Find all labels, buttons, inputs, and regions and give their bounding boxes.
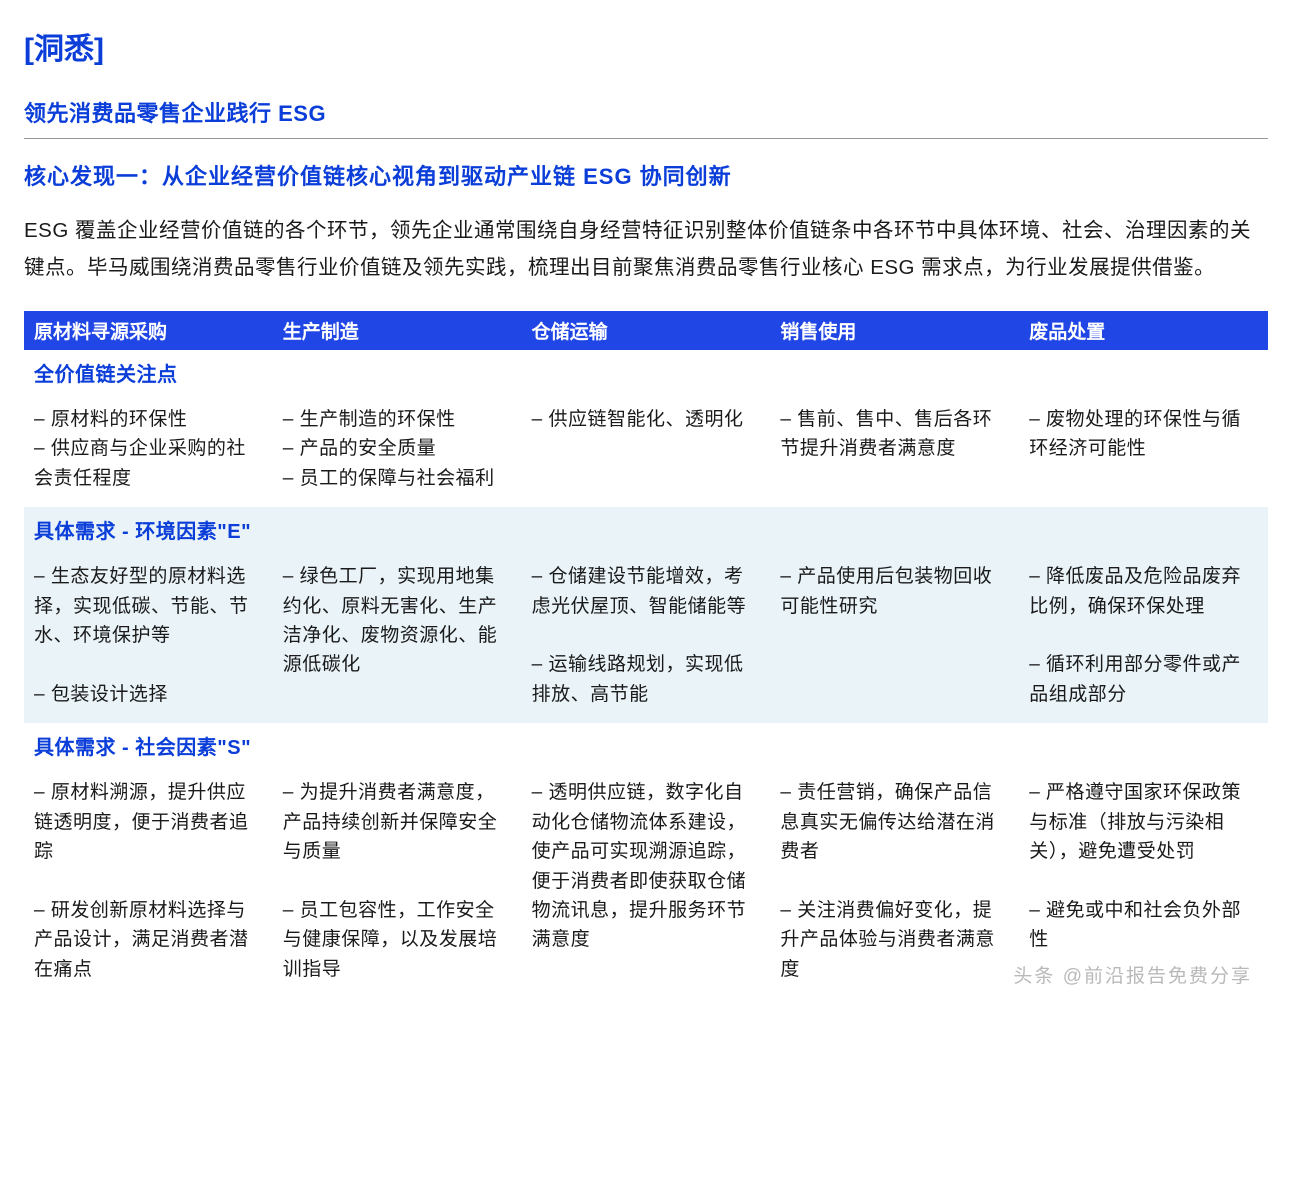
table-body: 全价值链关注点– 原材料的环保性 – 供应商与企业采购的社会责任程度– 生产制造… [24, 350, 1268, 999]
table-cell: – 为提升消费者满意度，产品持续创新并保障安全与质量 – 员工包容性，工作安全与… [273, 770, 522, 998]
table-cell: – 绿色工厂，实现用地集约化、原料无害化、生产洁净化、废物资源化、能源低碳化 [273, 554, 522, 723]
table-cell: – 透明供应链，数字化自动化仓储物流体系建设，使产品可实现溯源追踪，便于消费者即… [522, 770, 771, 998]
table-cell: – 售前、售中、售后各环节提升消费者满意度 [770, 397, 1019, 507]
section-label: 全价值链关注点 [24, 350, 1268, 397]
col-header: 生产制造 [273, 311, 522, 350]
table-cell: – 产品使用后包装物回收可能性研究 [770, 554, 1019, 723]
esg-table: 原材料寻源采购 生产制造 仓储运输 销售使用 废品处置 全价值链关注点– 原材料… [24, 311, 1268, 999]
divider [24, 138, 1268, 139]
col-header: 原材料寻源采购 [24, 311, 273, 350]
table-cell: – 供应链智能化、透明化 [522, 397, 771, 507]
table-cell: – 责任营销，确保产品信息真实无偏传达给潜在消费者 – 关注消费偏好变化，提升产… [770, 770, 1019, 998]
watermark: 头条 @前沿报告免费分享 [1013, 961, 1252, 988]
table-row: – 原材料的环保性 – 供应商与企业采购的社会责任程度– 生产制造的环保性 – … [24, 397, 1268, 507]
col-header: 销售使用 [770, 311, 1019, 350]
table-cell: – 原材料的环保性 – 供应商与企业采购的社会责任程度 [24, 397, 273, 507]
table-cell: – 生产制造的环保性 – 产品的安全质量 – 员工的保障与社会福利 [273, 397, 522, 507]
col-header: 仓储运输 [522, 311, 771, 350]
table-cell: – 仓储建设节能增效，考虑光伏屋顶、智能储能等 – 运输线路规划，实现低排放、高… [522, 554, 771, 723]
table-cell: – 废物处理的环保性与循环经济可能性 [1019, 397, 1268, 507]
page-title: 洞悉 [34, 33, 94, 66]
finding-title: 核心发现一：从企业经营价值链核心视角到驱动产业链 ESG 协同创新 [24, 159, 1268, 191]
table-cell: – 降低废品及危险品废弃比例，确保环保处理 – 循环利用部分零件或产品组成部分 [1019, 554, 1268, 723]
bracket-open: [ [24, 33, 34, 66]
section-label: 具体需求 - 环境因素"E" [24, 507, 1268, 554]
col-header: 废品处置 [1019, 311, 1268, 350]
section-label: 具体需求 - 社会因素"S" [24, 723, 1268, 770]
table-cell: – 生态友好型的原材料选择，实现低碳、节能、节水、环境保护等 – 包装设计选择 [24, 554, 273, 723]
header-block: [洞悉] [24, 24, 1268, 68]
table-row: – 生态友好型的原材料选择，实现低碳、节能、节水、环境保护等 – 包装设计选择–… [24, 554, 1268, 723]
bracket-close: ] [94, 33, 104, 66]
table-header-row: 原材料寻源采购 生产制造 仓储运输 销售使用 废品处置 [24, 311, 1268, 350]
table-cell: – 原材料溯源，提升供应链透明度，便于消费者追踪 – 研发创新原材料选择与产品设… [24, 770, 273, 998]
sub-title: 领先消费品零售企业践行 ESG [24, 96, 1268, 128]
body-paragraph: ESG 覆盖企业经营价值链的各个环节，领先企业通常围绕自身经营特征识别整体价值链… [24, 213, 1268, 287]
